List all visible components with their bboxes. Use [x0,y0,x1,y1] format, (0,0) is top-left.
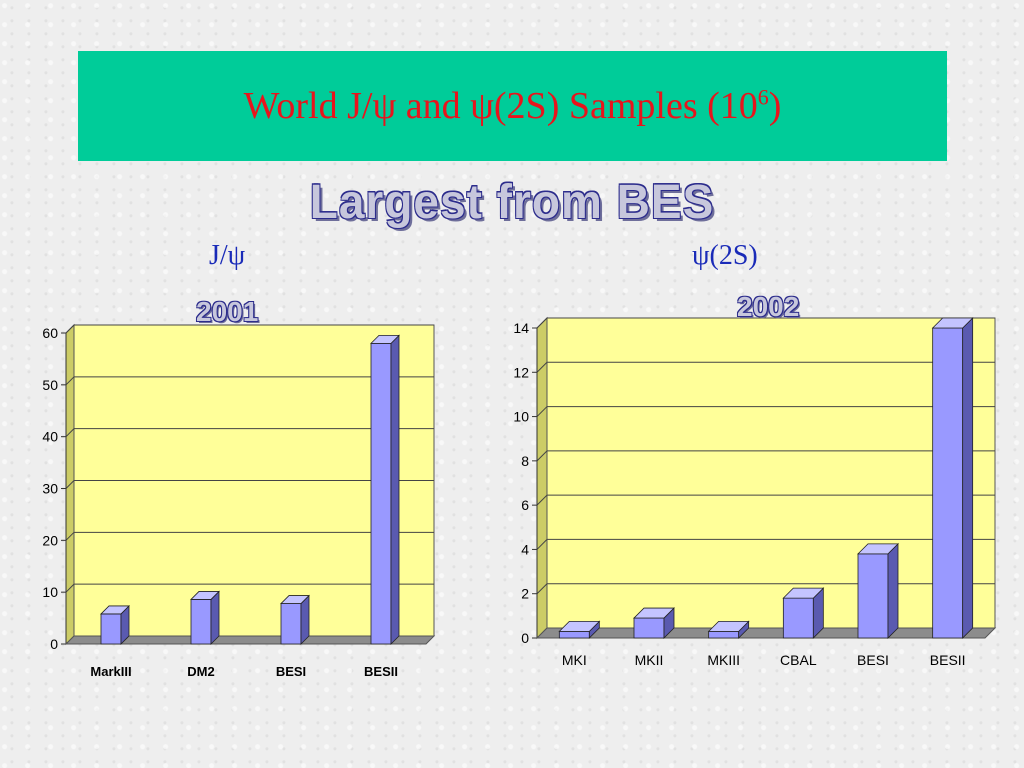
psi2s-chart: 0 2 4 6 8 10 12 14 MKI MKII MKIII CBAL BESI BESII [513,316,997,668]
psi2s-bar-front [708,630,740,639]
psi2s-category-label: BESI [857,652,889,668]
psi2s-y-tick-label: 12 [513,364,529,380]
psi2s-bar-top [857,543,899,555]
psi2s-y-tick-label: 4 [521,541,529,557]
jpsi-y-tick-label: 60 [42,325,58,341]
psi2s-category-label: CBAL [780,652,817,668]
psi2s-y-tick-label: 14 [513,320,529,336]
psi2s-gridline [536,361,995,373]
psi2s-y-tick-label: 2 [521,586,529,602]
psi2s-category-label: MKIII [707,652,740,668]
jpsi-year-label: 2001 [196,296,259,327]
slide-title: World J/ψ and ψ(2S) Samples (106) [244,84,782,128]
psi2s-bar-side [887,542,899,639]
psi2s-bar-side [962,317,974,639]
jpsi-gridline [65,428,434,438]
psi2s-side-wall [536,316,548,640]
psi2s-y-tick-label: 6 [521,497,529,513]
jpsi-chart-heading: J/ψ [209,240,246,271]
jpsi-bar-top [280,595,310,604]
psi2s-plot-area [546,317,996,629]
jpsi-bar-top [100,605,130,615]
jpsi-gridline [65,324,434,334]
psi2s-gridline [536,538,995,550]
jpsi-bar-front [370,342,392,645]
jpsi-bar [280,594,310,645]
psi2s-bar-front [932,327,964,639]
psi2s-y-tick-label: 8 [521,453,529,469]
psi2s-bar [782,587,825,639]
jpsi-category-label: BESI [276,664,306,679]
jpsi-y-tick-label: 50 [42,377,58,393]
psi2s-category-label: BESII [930,652,966,668]
jpsi-bar-side [210,590,220,645]
psi2s-category-label: MKII [635,652,664,668]
psi2s-bar [707,620,750,639]
psi2s-bar [931,317,974,639]
psi2s-category-label: MKI [562,652,587,668]
psi2s-gridline [536,406,995,417]
jpsi-bar-front [190,599,212,645]
jpsi-chart: 0 10 20 30 40 50 60 MarkIII DM2 BESI BESII [42,323,436,679]
jpsi-bar-front [280,603,302,645]
jpsi-y-tick-label: 20 [42,532,58,548]
slide-title-suffix: ) [768,85,782,127]
psi2s-bar [857,542,899,639]
jpsi-y-tick-label: 30 [42,481,58,497]
slide-subtitle: Largest from BES [309,173,715,229]
psi2s-bar [633,607,675,639]
psi2s-chart-heading: ψ(2S) [692,240,758,271]
slide-title-main: World J/ψ and ψ(2S) Samples (10 [243,85,758,127]
jpsi-bar-side [390,334,400,645]
psi2s-bar-top [633,607,675,619]
title-banner: World J/ψ and ψ(2S) Samples (106) [78,51,947,161]
psi2s-bar-front [857,553,889,639]
jpsi-category-label: BESII [364,664,398,679]
psi2s-bar-front [558,630,590,639]
jpsi-gridline [65,480,434,489]
jpsi-bar [190,590,220,645]
psi2s-gridline [536,494,995,506]
jpsi-y-tick-label: 10 [42,584,58,600]
jpsi-bar-top [370,334,400,344]
jpsi-bar-top [190,591,220,600]
psi2s-bar-top [707,620,750,632]
jpsi-gridline [65,583,434,593]
jpsi-bar [370,334,400,645]
psi2s-y-tick-label: 0 [521,630,529,646]
psi2s-y-tick-label: 10 [513,409,529,425]
jpsi-y-tick-label: 40 [42,429,58,445]
jpsi-category-label: DM2 [187,664,214,679]
jpsi-bar-front [100,613,122,645]
psi2s-bar [558,620,601,639]
jpsi-bar [100,604,130,645]
jpsi-y-tick-label: 0 [50,636,58,652]
psi2s-bar-top [782,587,825,599]
psi2s-year-label: 2002 [737,291,800,322]
psi2s-bar-front [782,597,814,639]
psi2s-gridline [536,317,995,329]
psi2s-bar-top [558,620,601,632]
psi2s-gridline [536,450,995,462]
psi2s-bar-top [931,317,974,329]
psi2s-gridline [536,583,995,595]
slide-title-exponent: 6 [757,84,769,110]
psi2s-bar-front [633,617,665,639]
jpsi-gridline [65,531,434,541]
jpsi-gridline [65,376,434,386]
psi2s-floor [535,627,997,639]
jpsi-category-label: MarkIII [90,664,131,679]
jpsi-floor [64,635,436,645]
